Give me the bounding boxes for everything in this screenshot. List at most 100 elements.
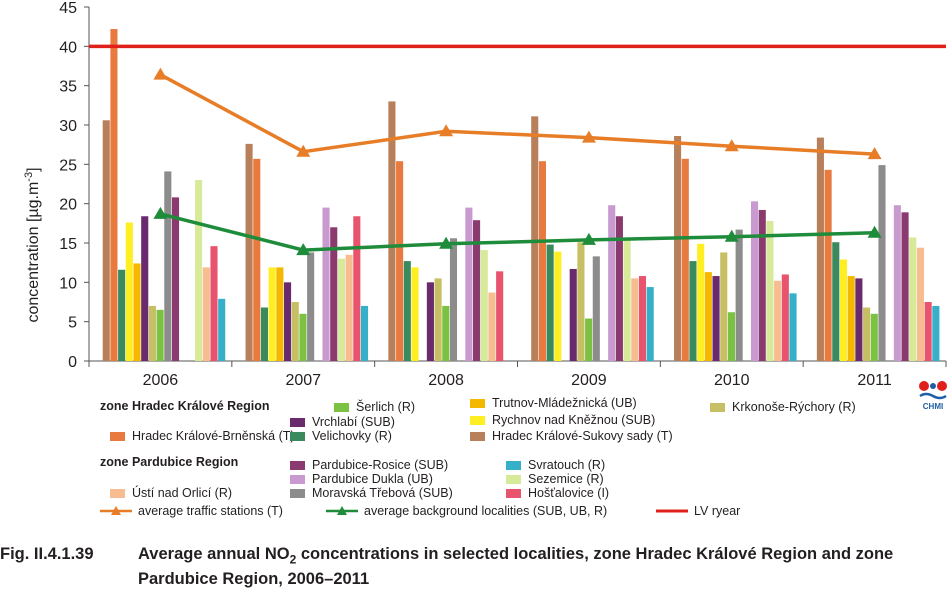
bar (697, 243, 705, 361)
bar (816, 137, 824, 361)
legend-swatch (470, 398, 485, 408)
bar (735, 229, 743, 361)
legend-item: Sezemice (R) (506, 472, 604, 486)
bar (863, 307, 871, 361)
legend-swatch (506, 474, 521, 484)
bar (531, 116, 539, 361)
bar (253, 158, 261, 361)
y-tick-label: 0 (68, 354, 77, 371)
legend-item: Ústí nad Orlicí (R) (110, 486, 232, 500)
legend-item: Hošťalovice (I) (506, 486, 609, 500)
bar (781, 274, 789, 361)
bar (164, 171, 172, 361)
bar (360, 305, 369, 361)
legend-item: Hradec Králové-Brněnská (T) (110, 429, 295, 443)
line-point (581, 232, 596, 245)
line-point (581, 130, 596, 143)
bar (118, 269, 126, 361)
bar (442, 305, 450, 361)
bar (766, 220, 774, 361)
bar (260, 307, 269, 361)
y-tick-label: 25 (59, 157, 77, 174)
bar (758, 209, 766, 361)
bar (388, 101, 396, 362)
line-point (439, 124, 454, 137)
bar (291, 302, 299, 361)
legend-line-background-icon (326, 506, 358, 515)
bar (148, 305, 156, 361)
legend-item: Svratouch (R) (506, 458, 605, 472)
bar (403, 261, 411, 361)
legend-swatch (290, 417, 305, 427)
bar (901, 212, 909, 361)
y-tick-label: 15 (59, 236, 77, 253)
legend-swatch (710, 402, 725, 412)
bar (299, 313, 307, 361)
bar (720, 252, 728, 361)
line-point (867, 147, 882, 160)
chmi-logo-icon: CHMI (918, 378, 948, 412)
line-point (724, 229, 739, 242)
svg-text:CHMI: CHMI (923, 402, 943, 411)
legend-swatch (290, 460, 305, 470)
line-point (439, 236, 454, 249)
x-tick-label: 2010 (714, 372, 750, 389)
bar (396, 161, 404, 361)
caption-text: Average annual NO2 concentrations in sel… (138, 545, 894, 589)
bar (345, 254, 353, 361)
bar (210, 246, 218, 361)
bar (276, 267, 284, 361)
legend-line-background: average background localities (SUB, UB, … (326, 504, 607, 518)
x-tick-label: 2008 (428, 372, 464, 389)
legend-item: Šerlich (R) (334, 400, 415, 414)
bar (353, 216, 361, 361)
y-axis-label: concentration [µg.m-3] (23, 167, 42, 322)
bar (638, 276, 647, 361)
x-tick-label: 2007 (285, 372, 321, 389)
legend-swatch (110, 488, 125, 498)
line-point (153, 206, 168, 219)
bar (337, 258, 345, 361)
bar (268, 267, 276, 361)
legend-line-limit: LV ryear (656, 504, 740, 518)
bar (307, 252, 315, 361)
bar (878, 165, 886, 361)
legend-item: Velichovky (R) (290, 429, 392, 443)
x-tick-label: 2006 (143, 372, 179, 389)
line-point (724, 139, 739, 152)
axes (84, 6, 947, 367)
bar (832, 242, 840, 361)
bar (110, 29, 118, 362)
y-tick-label: 35 (59, 79, 77, 96)
bar (689, 261, 697, 361)
legend-swatch (290, 431, 305, 441)
bar (546, 244, 554, 361)
bar (774, 280, 782, 361)
legend-item: Vrchlabí (SUB) (290, 415, 395, 429)
legend-swatch (506, 488, 521, 498)
legend-swatch (290, 474, 305, 484)
legend-item: Rychnov nad Kněžnou (SUB) (470, 413, 655, 427)
bar (674, 136, 682, 361)
y-tick-label: 45 (59, 0, 77, 17)
legend-line-traffic-icon (100, 506, 132, 515)
y-tick-label: 30 (59, 118, 77, 135)
series-line (159, 73, 875, 156)
average-lines (153, 67, 882, 256)
bar (704, 272, 712, 361)
legend-swatch (470, 415, 485, 425)
bar (449, 238, 458, 361)
bars (102, 29, 940, 362)
bar (245, 143, 253, 361)
tick-labels: 0 5 10 15 20 25 30 35 40 45 2006 2007 2008 2009 2010 20… (59, 0, 892, 389)
legend-item: Moravská Třebová (SUB) (290, 486, 453, 500)
bar (195, 180, 203, 361)
line-point (296, 144, 311, 157)
bar (554, 251, 562, 361)
line-point (153, 67, 168, 80)
bar (855, 278, 863, 361)
legend-swatch (290, 488, 305, 498)
bar (712, 276, 720, 361)
bar (156, 309, 164, 361)
bar (646, 287, 654, 361)
